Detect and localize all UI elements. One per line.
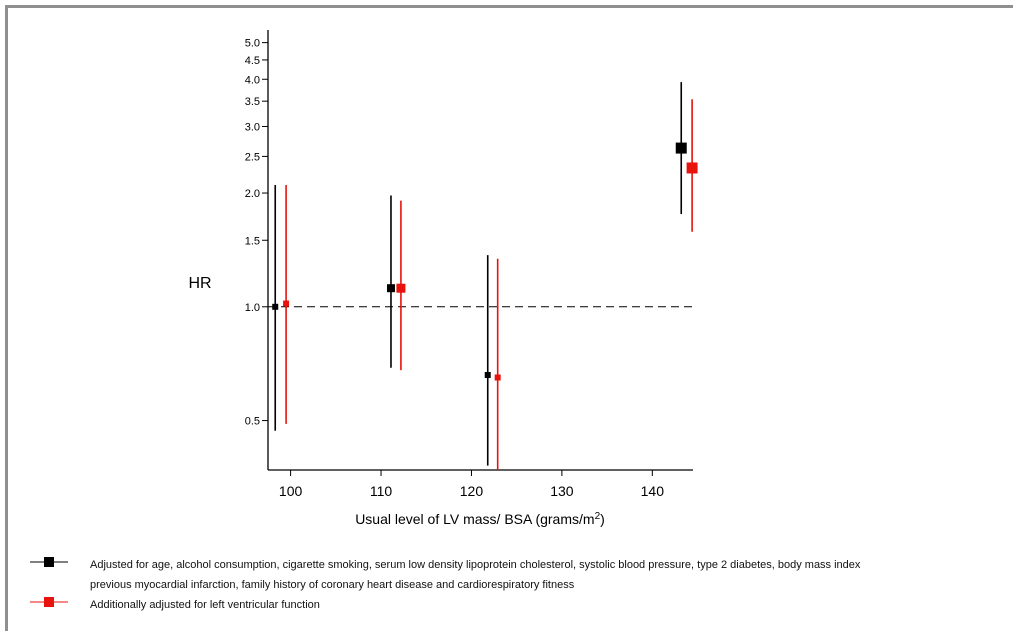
x-tick-label: 120	[460, 483, 484, 499]
hr-point	[675, 142, 687, 154]
x-axis-label: Usual level of LV mass/ BSA (grams/m2)	[355, 511, 605, 527]
hr-point	[283, 300, 290, 307]
legend-symbol-black	[30, 557, 68, 567]
y-tick-label: 2.5	[245, 151, 260, 163]
forest-plot: HR Usual level of LV mass/ BSA (grams/m2…	[188, 30, 698, 527]
y-tick-label: 4.0	[245, 74, 260, 86]
x-tick-label: 140	[641, 483, 665, 499]
hr-point	[272, 303, 279, 310]
y-tick-label: 1.0	[245, 302, 260, 314]
y-tick-label: 5.0	[245, 38, 260, 50]
figure-frame	[5, 5, 1013, 631]
x-axis-label-main: Usual level of LV mass/ BSA (grams/m	[355, 511, 594, 527]
legend-label-red: Additionally adjusted for left ventricul…	[90, 595, 1010, 615]
x-axis-label-suffix: )	[600, 511, 605, 527]
y-tick-label: 3.0	[245, 121, 260, 133]
x-tick-label: 130	[550, 483, 574, 499]
y-tick-label: 0.5	[245, 416, 260, 428]
x-axis-label-superscript: 2	[595, 511, 601, 522]
x-tick-label: 100	[279, 483, 303, 499]
legend-label-black: Adjusted for age, alcohol consumption, c…	[90, 555, 1010, 595]
hr-point	[686, 162, 698, 174]
hr-point	[494, 374, 501, 381]
y-axis-label: HR	[188, 275, 211, 292]
hr-point	[396, 283, 406, 293]
axes: 0.5 1.0 1.5 2.0 2.5 3.0 3.5 4.0 4.5 5.0 100 110 120 1…	[245, 30, 693, 499]
y-tick-label: 2.0	[245, 188, 260, 200]
legend-symbol-red	[30, 597, 68, 607]
legend-label-black-line2: previous myocardial infarction, family h…	[90, 579, 575, 591]
y-tick-label: 1.5	[245, 235, 260, 247]
y-tick-label: 4.5	[245, 55, 260, 67]
data-marks	[272, 82, 698, 470]
hr-point	[484, 372, 491, 379]
x-tick-label: 110	[370, 483, 393, 499]
y-tick-label: 3.5	[245, 96, 260, 108]
legend-label-black-line1: Adjusted for age, alcohol consumption, c…	[90, 559, 861, 571]
hr-point	[386, 284, 395, 293]
legend-label-red-line1: Additionally adjusted for left ventricul…	[90, 599, 320, 611]
